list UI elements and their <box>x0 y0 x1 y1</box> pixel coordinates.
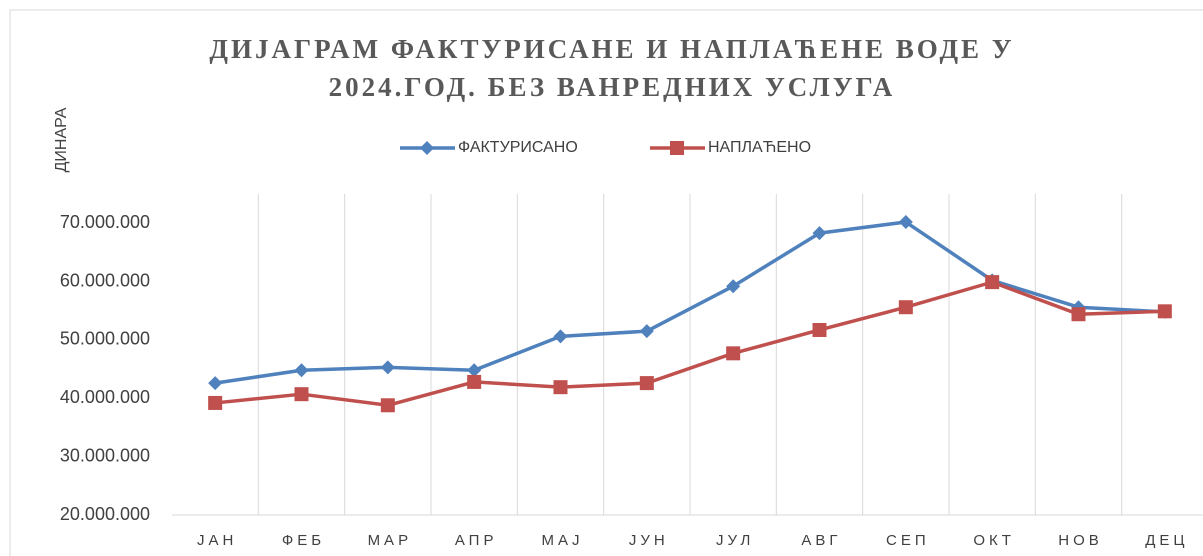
x-tick-label: ЈАН <box>197 532 237 549</box>
series-line <box>214 280 1165 408</box>
chart-title: 2024.ГОД. БЕЗ ВАНРЕДНИХ УСЛУГА <box>329 72 896 102</box>
x-tick-label: МАЈ <box>542 532 584 549</box>
marker <box>639 376 654 391</box>
x-tick-label: АПР <box>455 532 498 549</box>
x-tick-label: МАР <box>368 532 413 549</box>
y-tick-label: 30.000.000 <box>60 445 150 465</box>
legend-label: ФАКТУРИСАНО <box>458 139 578 156</box>
y-tick-label: 40.000.000 <box>60 387 150 407</box>
marker <box>1157 304 1172 319</box>
marker <box>294 363 309 378</box>
x-tick-label: НОВ <box>1058 532 1103 549</box>
y-tick-label: 50.000.000 <box>60 329 150 349</box>
marker <box>380 360 395 375</box>
x-tick-label: ЈУЛ <box>716 532 754 549</box>
series-line <box>214 220 1165 385</box>
marker <box>208 395 223 410</box>
marker <box>726 346 741 361</box>
x-tick-label: СЕП <box>886 532 930 549</box>
marker <box>553 380 568 395</box>
marker <box>985 275 1000 290</box>
marker <box>639 324 654 339</box>
marker <box>380 398 395 413</box>
marker <box>726 279 741 294</box>
y-axis-label: ДИНАРА <box>53 107 70 172</box>
marker <box>553 329 568 344</box>
marker <box>898 215 913 230</box>
x-tick-label: ОКТ <box>973 532 1015 549</box>
marker <box>420 141 434 155</box>
y-tick-label: 70.000.000 <box>60 212 150 232</box>
x-tick-label: ДЕЦ <box>1145 532 1188 549</box>
x-tick-label: ЈУН <box>629 532 669 549</box>
marker <box>1071 307 1086 322</box>
y-tick-label: 20.000.000 <box>60 504 150 524</box>
x-tick-label: АВГ <box>801 532 841 549</box>
marker <box>812 322 827 337</box>
marker <box>467 374 482 389</box>
x-tick-label: ФЕБ <box>282 532 325 549</box>
marker <box>670 141 684 155</box>
y-tick-label: 60.000.000 <box>60 270 150 290</box>
chart-title: ДИЈАГРАМ ФАКТУРИСАНЕ И НАПЛАЋЕНЕ ВОДЕ У <box>209 34 1014 64</box>
marker <box>294 387 309 402</box>
marker <box>467 363 482 378</box>
marker <box>208 376 223 391</box>
marker <box>812 226 827 241</box>
legend-label: НАПЛАЋЕНО <box>708 139 811 156</box>
marker <box>898 300 913 315</box>
